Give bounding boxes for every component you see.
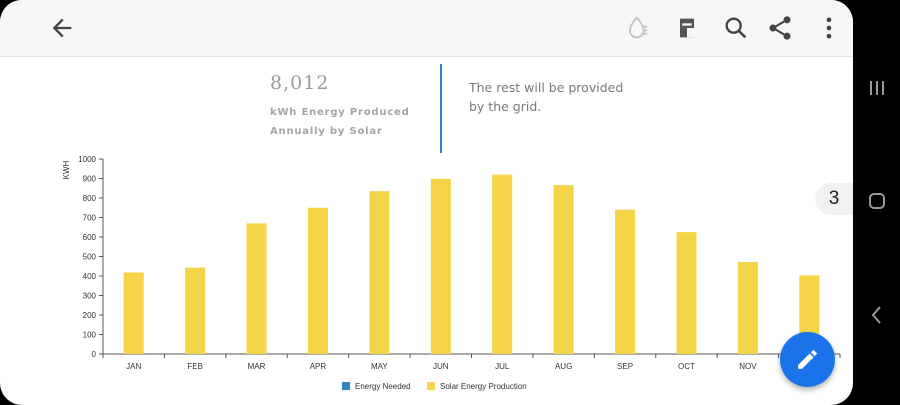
bar-solar-production — [553, 185, 574, 354]
edit-fab-button[interactable] — [780, 332, 835, 387]
energy-summary: 8,012 kWh Energy Produced Annually by So… — [0, 64, 853, 156]
annual-production-value: 8,012 — [270, 72, 330, 94]
y-tick-label: 0 — [92, 350, 97, 359]
bar-solar-production — [307, 207, 328, 354]
recent-apps-icon[interactable] — [864, 75, 890, 101]
x-tick-label: JUN — [433, 362, 449, 371]
x-tick-label: JUL — [495, 362, 510, 371]
y-tick-label: 900 — [83, 175, 97, 184]
bar-solar-production — [369, 191, 390, 354]
y-tick-label: 800 — [83, 194, 97, 203]
search-icon[interactable] — [722, 14, 750, 42]
pencil-icon — [798, 350, 817, 369]
bar-solar-production — [246, 223, 267, 354]
y-tick-label: 500 — [83, 253, 97, 262]
bar-solar-production — [676, 232, 697, 354]
y-tick-label: 300 — [83, 292, 97, 301]
y-axis-label: KWH — [62, 160, 71, 179]
bar-solar-production — [615, 209, 636, 354]
summary-divider — [440, 64, 442, 153]
x-tick-label: NOV — [739, 362, 757, 371]
x-tick-label: SEP — [617, 362, 633, 371]
legend-label-solar: Solar Energy Production — [440, 382, 527, 391]
app-screen: 8,012 kWh Energy Produced Annually by So… — [0, 0, 853, 405]
annual-production-label-line2: Annually by Solar — [270, 126, 383, 137]
annual-production-label-line1: kWh Energy Produced — [270, 107, 410, 118]
y-tick-label: 600 — [83, 233, 97, 242]
y-tick-label: 700 — [83, 214, 97, 223]
y-tick-label: 400 — [83, 272, 97, 281]
legend-swatch-solar — [427, 382, 435, 390]
bar-solar-production — [492, 174, 513, 354]
energy-bar-chart: 0 100 200 300 400 500 600 700 800 900 1000 KWH JAN FE… — [62, 155, 841, 391]
x-tick-label: MAY — [371, 362, 388, 371]
water-drop-icon[interactable] — [624, 14, 652, 42]
grid-note: The rest will be provided by the grid. — [469, 80, 624, 114]
x-tick-label: FEB — [187, 362, 203, 371]
x-tick-label: MAR — [248, 362, 266, 371]
system-nav-bar — [853, 0, 900, 405]
bookmark-document-icon[interactable] — [673, 14, 701, 42]
arrow-left-icon[interactable] — [48, 14, 76, 42]
x-tick-label: APR — [310, 362, 327, 371]
back-nav-icon[interactable] — [864, 302, 890, 328]
more-vert-icon[interactable] — [815, 14, 843, 42]
legend-swatch-energy-needed — [342, 382, 350, 390]
page-indicator: 3 — [815, 183, 853, 215]
x-tick-label: OCT — [678, 362, 695, 371]
home-icon[interactable] — [864, 188, 890, 214]
x-tick-label: JAN — [126, 362, 141, 371]
bar-solar-production — [430, 178, 451, 354]
share-icon[interactable] — [766, 14, 794, 42]
top-app-bar — [0, 0, 853, 57]
x-tick-label: AUG — [555, 362, 572, 371]
bar-solar-production — [737, 261, 758, 354]
y-tick-label: 200 — [83, 311, 97, 320]
y-tick-label: 100 — [83, 331, 97, 340]
bar-solar-production — [185, 267, 206, 354]
legend-label-energy-needed: Energy Needed — [355, 382, 411, 391]
y-tick-label: 1000 — [78, 155, 96, 164]
bar-solar-production — [123, 272, 144, 354]
